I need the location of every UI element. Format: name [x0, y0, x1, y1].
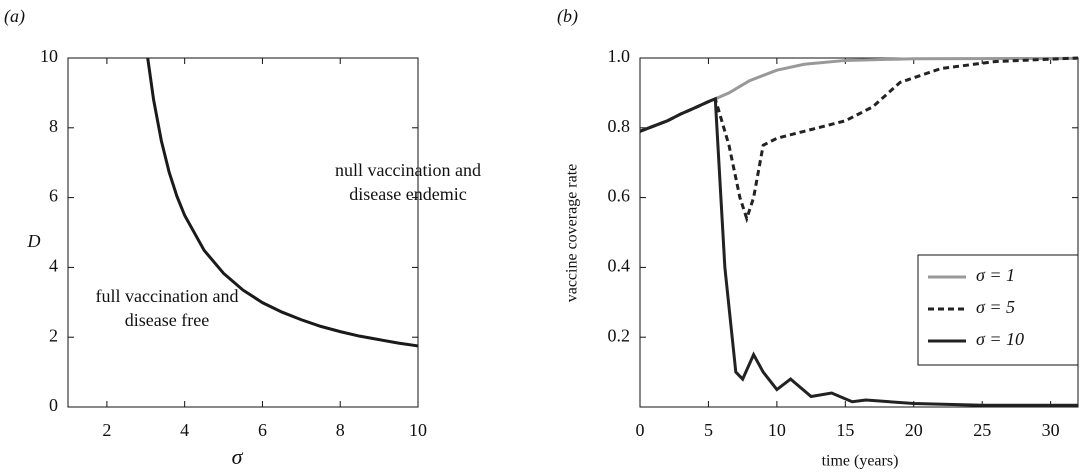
y-axis-label: vaccine coverage rate [564, 164, 581, 303]
data-line [639, 56, 1079, 224]
legend-label: σ = 10 [976, 329, 1024, 349]
x-tick-label: 2 [102, 420, 111, 440]
x-tick-label: 10 [409, 420, 427, 440]
y-tick-label: 0.8 [608, 116, 631, 136]
annotation: full vaccination and [96, 286, 239, 306]
y-tick-label: 6 [49, 186, 58, 206]
legend-label: σ = 5 [976, 297, 1015, 317]
y-tick-label: 10 [40, 46, 58, 66]
x-tick-label: 25 [973, 420, 991, 440]
x-axis-label: time (years) [822, 453, 899, 470]
legend-label: σ = 1 [976, 265, 1015, 285]
x-tick-label: 4 [180, 420, 189, 440]
data-line [146, 57, 419, 348]
plot-frame [67, 57, 419, 408]
x-tick-label: 8 [336, 420, 345, 440]
y-tick-label: 8 [49, 116, 58, 136]
annotation: null vaccination and [335, 160, 481, 180]
x-tick-label: 10 [768, 420, 786, 440]
x-tick-label: 5 [704, 420, 713, 440]
annotation: disease free [125, 310, 209, 330]
y-tick-label: 0.2 [608, 325, 631, 345]
legend-box [917, 254, 1079, 366]
x-tick-label: 30 [1042, 420, 1060, 440]
x-tick-label: 0 [636, 420, 645, 440]
data-line [639, 56, 1079, 133]
panel-label: (a) [4, 6, 25, 27]
y-tick-label: 1.0 [608, 46, 631, 66]
x-tick-label: 15 [836, 420, 854, 440]
y-tick-label: 0 [49, 395, 58, 415]
panel-label: (b) [557, 6, 578, 27]
y-tick-label: 4 [49, 256, 58, 276]
x-axis-label: σ [232, 444, 244, 469]
y-tick-label: 0.6 [608, 186, 631, 206]
x-tick-label: 6 [258, 420, 267, 440]
data-line [639, 96, 1078, 407]
annotation: disease endemic [349, 184, 466, 204]
x-tick-label: 20 [905, 420, 923, 440]
y-tick-label: 0.4 [608, 256, 631, 276]
y-axis-label: D [27, 231, 41, 251]
y-tick-label: 2 [49, 325, 58, 345]
plot-frame [639, 57, 1079, 408]
